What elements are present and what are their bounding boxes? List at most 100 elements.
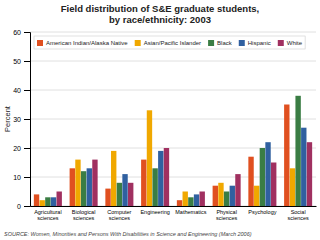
x-tick-label-line: sciences <box>287 215 309 221</box>
x-tick: Biologicalsciences <box>72 209 96 221</box>
y-tick-mark <box>24 148 30 149</box>
x-tick-label-line: Engineering <box>140 209 169 215</box>
y-tick-label: 60 <box>13 29 21 36</box>
legend-label: American Indian/Alaska Native <box>46 40 128 46</box>
bar <box>218 183 223 206</box>
bar <box>301 128 306 206</box>
x-tick-label-line: sciences <box>216 215 238 221</box>
grid <box>30 32 316 206</box>
bar-series <box>57 142 313 206</box>
y-tick-mark <box>24 32 30 33</box>
grid-line <box>30 32 316 33</box>
bar <box>213 186 218 206</box>
bar <box>81 171 86 206</box>
x-tick: Engineering <box>140 209 169 215</box>
x-tick-label-line: Mathematics <box>175 209 206 215</box>
bar <box>188 197 193 206</box>
bar <box>260 148 265 206</box>
bar <box>141 160 146 206</box>
grid-line <box>30 90 316 91</box>
x-tick-label-line: Physical <box>216 209 236 215</box>
y-tick-label: 20 <box>13 145 21 152</box>
x-axis-line <box>31 206 317 207</box>
y-tick: 20 <box>13 145 30 152</box>
y-axis: 0 10 20 30 40 50 60 <box>13 29 30 210</box>
chart: Field distribution of S&E graduate stude… <box>0 0 320 240</box>
bar <box>224 192 229 207</box>
bar-series <box>34 105 290 207</box>
bar-series <box>51 128 307 206</box>
y-axis-title: Percent <box>3 105 12 132</box>
bar <box>92 160 97 206</box>
bar <box>265 142 270 206</box>
bar <box>45 197 50 206</box>
x-tick-label: Psychology <box>248 209 276 215</box>
x-tick: Computersciences <box>107 209 131 221</box>
bar <box>235 174 240 206</box>
bar <box>177 200 182 206</box>
legend-item: Black <box>208 40 233 46</box>
bar <box>200 192 205 207</box>
x-tick-label: Socialsciences <box>287 209 309 221</box>
legend-label: Asian/Pacific Islander <box>144 40 201 46</box>
bar <box>87 168 92 206</box>
x-tick-label: Computersciences <box>107 209 131 221</box>
bar <box>147 110 152 206</box>
y-tick: 10 <box>13 174 30 181</box>
legend-swatch <box>208 40 214 46</box>
y-axis-line <box>24 33 31 207</box>
bar <box>117 183 122 206</box>
legend-item: Hispanic <box>239 40 271 46</box>
x-tick-label-line: Psychology <box>248 209 276 215</box>
y-tick-label: 30 <box>13 116 21 123</box>
legend-frame <box>34 36 305 49</box>
x-axis: AgriculturalsciencesBiologicalsciencesCo… <box>31 207 317 222</box>
legend-label: Hispanic <box>248 40 271 46</box>
legend: American Indian/Alaska Native Asian/Pacif… <box>34 36 305 49</box>
y-tick-mark <box>24 61 30 62</box>
x-tick: Socialsciences <box>287 209 309 221</box>
x-tick-label-line: Social <box>291 209 306 215</box>
y-tick-mark <box>24 177 30 178</box>
plot: 0102030405060AgriculturalsciencesBiologi… <box>13 29 316 221</box>
bar <box>295 96 300 206</box>
y-tick-label: 40 <box>13 87 21 94</box>
x-tick-label: Engineering <box>140 209 169 215</box>
x-tick-label-line: sciences <box>109 215 131 221</box>
legend-swatch <box>239 40 245 46</box>
grid-line <box>30 148 316 149</box>
bar <box>122 174 127 206</box>
legend-swatch <box>278 40 284 46</box>
x-tick-label-line: Biological <box>72 209 96 215</box>
source: SOURCE: Women, Minorities and Persons Wi… <box>4 231 252 237</box>
y-tick-mark <box>24 206 30 207</box>
bar <box>290 168 295 206</box>
y-tick-label: 50 <box>13 58 21 65</box>
bar <box>194 194 199 206</box>
y-tick: 60 <box>13 29 30 36</box>
x-tick-label: Mathematics <box>175 209 206 215</box>
bar <box>51 197 56 206</box>
y-tick: 40 <box>13 87 30 94</box>
y-tick-label: 10 <box>13 174 21 181</box>
x-tick-label: Biologicalsciences <box>72 209 96 221</box>
bar-series <box>45 96 301 206</box>
x-tick: Physicalsciences <box>216 209 238 221</box>
bar <box>164 148 169 206</box>
grid-line <box>30 61 316 62</box>
y-tick: 30 <box>13 116 30 123</box>
x-tick-label: Agriculturalsciences <box>34 209 62 221</box>
bar <box>183 192 188 207</box>
bar <box>230 186 235 206</box>
x-tick-label-line: Agricultural <box>34 209 62 215</box>
bar <box>254 186 259 206</box>
bar <box>40 200 45 206</box>
bar-series <box>40 110 296 206</box>
grid-line <box>30 119 316 120</box>
legend-item: American Indian/Alaska Native <box>37 40 128 46</box>
y-tick-label: 0 <box>17 203 21 210</box>
bar <box>111 151 116 206</box>
legend-swatch <box>37 40 43 46</box>
bar <box>307 142 312 206</box>
bars <box>34 96 312 206</box>
